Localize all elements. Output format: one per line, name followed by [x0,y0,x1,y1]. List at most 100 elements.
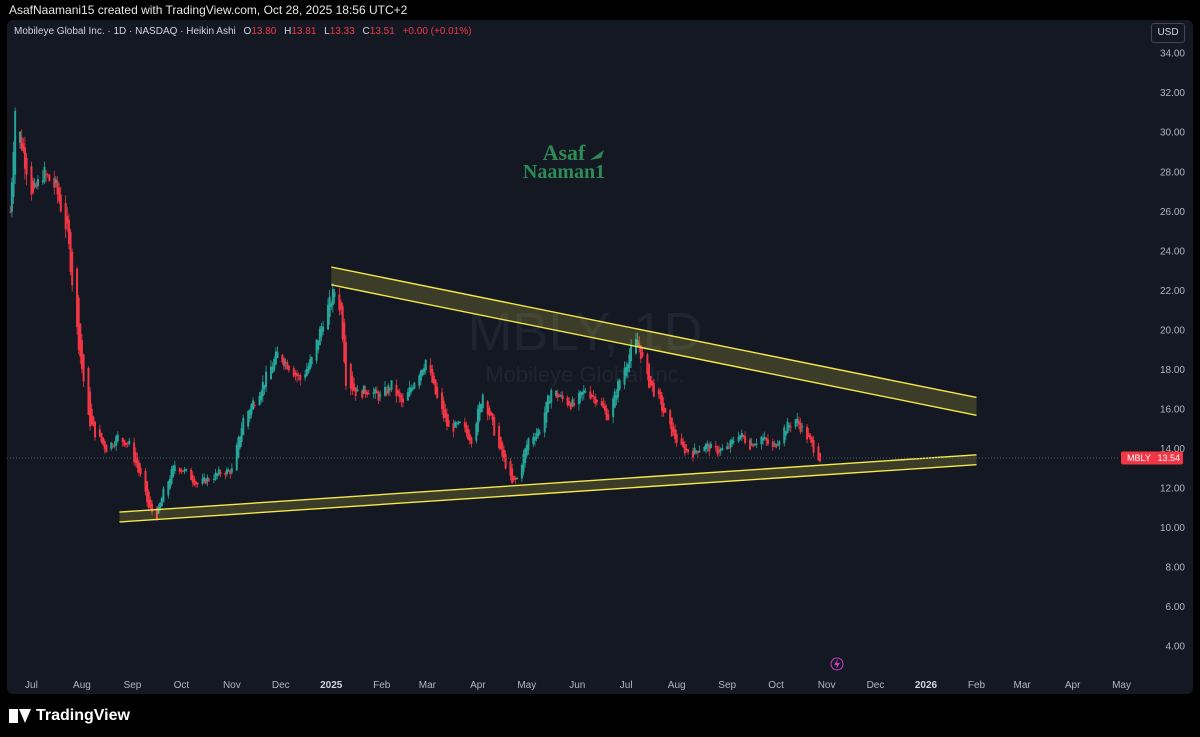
candle-body [556,393,559,398]
candle-body [343,322,346,362]
candle-body [411,387,414,390]
candle-body [320,326,323,337]
candle-body [457,421,460,424]
candle-body [137,462,140,473]
candle-body [230,468,233,473]
y-tick-label: 22.00 [1160,286,1185,297]
candle-body [190,469,193,481]
y-tick-label: 14.00 [1160,444,1185,455]
legend-open-label: O [243,26,252,37]
candle-body [408,387,411,397]
candle-body [806,426,809,440]
candle-body [646,354,649,375]
candle-body [253,404,256,406]
x-tick-label: Jul [25,680,38,691]
bolt-icon[interactable] [830,657,844,671]
candle-body [304,374,307,378]
candle-body [612,398,615,417]
price-axis[interactable]: 4.00 6.00 8.00 10.00 12.00 14.00 16.00 18.00 20.… [1160,49,1185,653]
candle-body [22,143,25,152]
candle-body [80,340,83,369]
candle-body [511,468,514,483]
y-tick-label: 6.00 [1166,602,1186,613]
author-logo-watermark: Asaf Naaman1 [523,140,605,183]
candle-body [265,371,268,387]
candle-body [48,174,51,182]
candle-body [375,390,378,394]
x-tick-label: Jun [569,680,585,691]
candle-body [458,421,461,423]
candle-body [807,433,810,437]
candle-body [14,110,17,175]
candle-body [385,391,388,395]
candle-body [317,340,320,351]
candle-body [338,294,341,311]
candle-body [731,439,734,445]
candle-body [201,478,204,484]
candle-body [217,469,220,475]
candle-body [687,449,690,453]
x-tick-label: May [517,680,536,691]
candle-body [468,434,471,441]
candle-body [670,417,673,436]
candle-body [727,447,730,449]
candle-body [501,442,504,457]
chart-frame[interactable]: MBLY, 1D Mobileye Global Inc. Asaf Naama… [7,20,1193,694]
x-tick-label: Oct [174,680,190,691]
candle-body [193,478,196,486]
candle-body [493,416,496,436]
candle-body [603,405,606,411]
candle-body [146,481,149,503]
time-axis[interactable]: Jul Aug Sep Oct Nov Dec 2025 Feb Mar Apr May Jun Jul… [25,680,1131,691]
candle-body [527,438,530,451]
candle-body [46,174,49,176]
candle-body [739,434,742,440]
candle-body [139,467,142,475]
legend-close-label: C [362,26,370,37]
candle-body [512,475,515,481]
candle-body [548,400,551,404]
candle-body [227,470,230,472]
currency-button[interactable]: USD [1151,23,1185,43]
candle-body [732,441,735,443]
candle-body [525,444,528,456]
candle-body [102,437,105,445]
candle-body [538,432,541,434]
candle-body [196,482,199,485]
tradingview-logo[interactable]: TradingView [9,707,130,725]
lower-channel-top-line [119,454,977,513]
y-tick-label: 20.00 [1160,325,1185,336]
candle-body [771,441,774,447]
candle-body [362,385,365,394]
candle-body [274,351,277,365]
candle-body [372,392,375,394]
candle-body [696,450,699,454]
candle-body [19,131,22,143]
candle-body [82,354,85,382]
candle-body [442,400,445,418]
candle-body [657,389,660,395]
candle-body [514,477,517,480]
x-tick-label: 2025 [320,680,343,691]
candle-body [89,391,92,427]
candle-body [810,437,813,443]
candle-body [287,365,290,371]
candle-body [436,386,439,398]
candle-body [12,151,15,198]
chart-canvas[interactable]: MBLY, 1D Mobileye Global Inc. Asaf Naama… [7,20,1193,694]
candle-body [273,359,276,370]
candle-body [799,422,802,432]
candle-body [618,380,621,390]
candle-body [452,423,455,432]
candle-body [212,478,215,480]
candle-body [286,362,289,370]
trend-drawings[interactable] [119,266,977,523]
candle-body [374,388,377,394]
candle-body [229,470,232,475]
candle-body [641,352,644,357]
candle-body [328,296,331,318]
candle-body [214,472,217,480]
candle-body [113,445,116,447]
candle-body [602,403,605,409]
candle-body [203,477,206,482]
